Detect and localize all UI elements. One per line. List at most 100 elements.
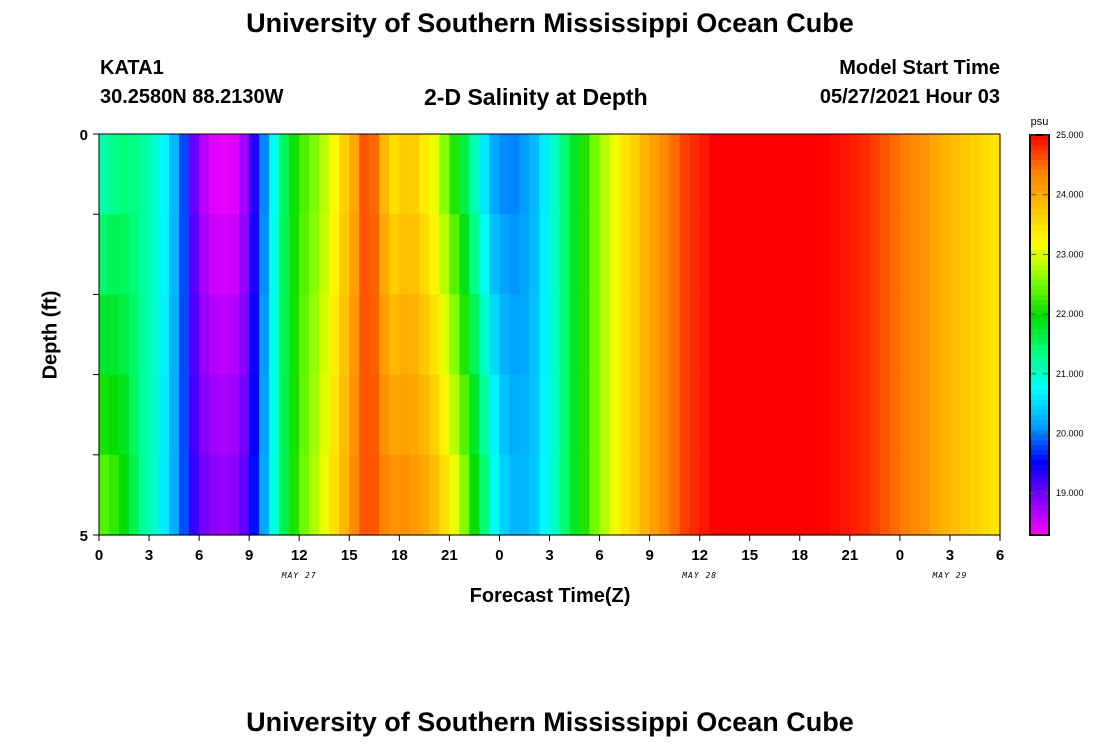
heatmap-cell — [339, 374, 350, 456]
heatmap-cell — [489, 374, 501, 456]
colorbar-band — [1030, 380, 1049, 386]
heatmap-cell — [899, 134, 911, 215]
heatmap-cell — [259, 374, 270, 456]
heatmap-cell — [409, 214, 420, 295]
heatmap-cell — [599, 294, 611, 376]
heatmap-cell — [439, 374, 450, 456]
heatmap-cell — [589, 134, 601, 215]
model-start-label: Model Start Time — [839, 57, 1000, 79]
heatmap-cell — [269, 454, 280, 536]
heatmap-cell — [129, 214, 140, 295]
heatmap-cell — [869, 374, 881, 456]
heatmap-cell — [339, 134, 350, 215]
heatmap-cell — [839, 454, 851, 536]
heatmap-cell — [719, 134, 731, 215]
heatmap-cell — [859, 454, 871, 536]
heatmap-cell — [259, 454, 270, 536]
colorbar-band — [1030, 285, 1049, 291]
x-tick-label: 21 — [841, 547, 858, 564]
colorbar-band — [1030, 210, 1049, 216]
heatmap-cell — [199, 134, 210, 215]
heatmap-cell — [169, 134, 180, 215]
heatmap-cell — [419, 294, 430, 376]
heatmap-cell — [549, 294, 561, 376]
heatmap-cell — [439, 134, 450, 215]
colorbar-tick-label: 20.000 — [1056, 429, 1084, 439]
heatmap-cell — [929, 134, 941, 215]
heatmap-cell — [859, 294, 871, 376]
heatmap-cell — [949, 454, 961, 536]
colorbar-band — [1030, 140, 1049, 146]
heatmap-cell — [189, 374, 200, 456]
heatmap-cell — [669, 214, 681, 295]
colorbar-band — [1030, 305, 1049, 311]
colorbar-band — [1030, 225, 1049, 231]
heatmap-cell — [449, 214, 460, 295]
heatmap-cell — [739, 374, 751, 456]
heatmap-cell — [989, 134, 1001, 215]
heatmap-cell — [829, 134, 841, 215]
colorbar-tick-label: 22.000 — [1056, 309, 1084, 319]
y-tick-label: 5 — [80, 528, 88, 545]
heatmap-cell — [229, 374, 240, 456]
heatmap-cell — [689, 454, 701, 536]
heatmap-cell — [989, 214, 1001, 295]
heatmap-cell — [189, 294, 200, 376]
heatmap-cell — [709, 454, 721, 536]
heatmap-cell — [119, 374, 130, 456]
heatmap-cell — [629, 214, 641, 295]
heatmap-cell — [879, 134, 891, 215]
heatmap-cell — [499, 294, 511, 376]
colorbar-band — [1030, 420, 1049, 426]
heatmap-cell — [849, 294, 861, 376]
heatmap-cell — [989, 294, 1001, 376]
heatmap-cell — [769, 214, 781, 295]
heatmap-cell — [139, 134, 150, 215]
heatmap-cell — [179, 214, 190, 295]
heatmap-cell — [359, 294, 370, 376]
heatmap-cell — [559, 134, 571, 215]
heatmap-cell — [859, 214, 871, 295]
heatmap-cell — [659, 134, 671, 215]
heatmap-cell — [889, 374, 901, 456]
heatmap-cell — [929, 454, 941, 536]
colorbar-band — [1030, 530, 1049, 536]
heatmap-cell — [239, 134, 250, 215]
colorbar-band — [1030, 485, 1049, 491]
date-label: MAY 27 — [281, 571, 317, 580]
heatmap-cell — [819, 374, 831, 456]
heatmap-cell — [619, 214, 631, 295]
x-tick-label: 12 — [291, 547, 308, 564]
heatmap-cell — [669, 134, 681, 215]
heatmap-cell — [509, 134, 521, 215]
heatmap-cell — [739, 454, 751, 536]
heatmap-cell — [109, 134, 120, 215]
colorbar-tick-label: 25.000 — [1056, 130, 1084, 140]
heatmap-cell — [729, 294, 741, 376]
chart-title: University of Southern Mississippi Ocean… — [246, 8, 854, 38]
colorbar-band — [1030, 370, 1049, 376]
heatmap-cell — [609, 374, 621, 456]
colorbar-band — [1030, 405, 1049, 411]
heatmap-cell — [959, 214, 971, 295]
heatmap-cell — [759, 294, 771, 376]
heatmap-cell — [519, 134, 531, 215]
heatmap-cell — [789, 294, 801, 376]
heatmap-cell — [939, 454, 951, 536]
heatmap-cell — [709, 134, 721, 215]
heatmap-cell — [209, 134, 220, 215]
heatmap-cell — [609, 294, 621, 376]
x-tick-label: 6 — [595, 547, 603, 564]
heatmap-cell — [789, 454, 801, 536]
heatmap-cell — [319, 374, 330, 456]
heatmap-cell — [279, 454, 290, 536]
heatmap-cell — [199, 454, 210, 536]
heatmap-cell — [629, 374, 641, 456]
heatmap-cell — [639, 214, 651, 295]
heatmap-cell — [309, 294, 320, 376]
heatmap-cell — [429, 294, 440, 376]
colorbar-band — [1030, 500, 1049, 506]
heatmap-cell — [289, 454, 300, 536]
heatmap-cell — [119, 214, 130, 295]
